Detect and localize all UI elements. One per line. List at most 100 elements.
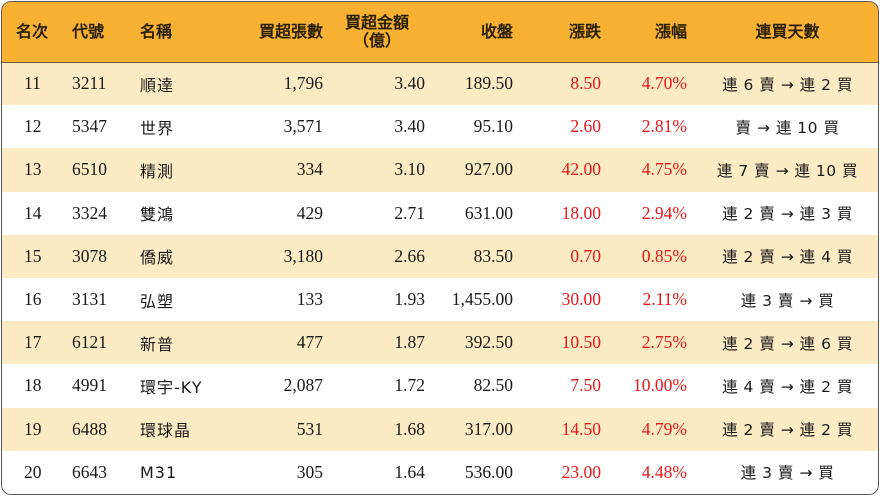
cell-change: 2.60 — [570, 116, 601, 137]
cell-streak: 連 7 賣 → 連 10 買 — [716, 161, 859, 180]
cell-rank: 19 — [24, 418, 42, 439]
table-row: 19 6488 環球晶 531 1.68 317.00 14.50 4.79% 連 2 賣 → … — [2, 407, 878, 451]
table-row: 13 6510 精測 334 3.10 927.00 42.00 4.75% 連 7 賣 → 連… — [2, 148, 878, 192]
cell-name: M31 — [140, 462, 178, 482]
header-name: 名稱 — [132, 2, 227, 63]
cell-change: 42.00 — [561, 159, 601, 180]
cell-pct: 4.75% — [641, 159, 687, 180]
cell-close: 189.50 — [464, 73, 513, 94]
table-row: 14 3324 雙鴻 429 2.71 631.00 18.00 2.94% 連 2 賣 → 連… — [2, 191, 878, 235]
cell-streak: 連 6 賣 → 連 2 買 — [722, 75, 853, 94]
cell-change: 30.00 — [561, 289, 601, 310]
cell-close: 392.50 — [464, 332, 513, 353]
header-shares: 買超張數 — [227, 2, 327, 63]
cell-rank: 11 — [24, 73, 41, 94]
cell-streak: 連 3 賣 → 買 — [740, 291, 835, 310]
cell-pct: 10.00% — [633, 375, 687, 396]
header-row: 名次 代號 名稱 買超張數 買超金額 （億） 收盤 漲跌 漲幅 連買天數 — [2, 2, 878, 63]
cell-change: 10.50 — [561, 332, 601, 353]
cell-pct: 2.94% — [641, 202, 687, 223]
table-body: 11 3211 順達 1,796 3.40 189.50 8.50 4.70% 連 6 賣 → … — [2, 62, 878, 494]
cell-pct: 2.75% — [641, 332, 687, 353]
cell-shares: 1,796 — [283, 73, 323, 94]
cell-streak: 賣 → 連 10 買 — [735, 118, 840, 137]
cell-amount: 3.40 — [394, 73, 425, 94]
header-amount-line1: 買超金額 — [344, 12, 409, 32]
cell-shares: 477 — [296, 332, 323, 353]
cell-amount: 1.68 — [394, 418, 425, 439]
cell-rank: 16 — [24, 289, 42, 310]
cell-code: 5347 — [72, 116, 107, 137]
cell-name: 順達 — [140, 75, 175, 95]
cell-code: 6643 — [72, 461, 107, 482]
cell-code: 6488 — [72, 418, 107, 439]
cell-shares: 133 — [296, 289, 323, 310]
cell-name: 環宇-KY — [140, 377, 203, 397]
cell-name: 弘塑 — [140, 291, 175, 311]
table-row: 11 3211 順達 1,796 3.40 189.50 8.50 4.70% 連 6 賣 → … — [2, 62, 878, 106]
cell-close: 82.50 — [473, 375, 513, 396]
cell-shares: 334 — [296, 159, 323, 180]
cell-streak: 連 3 賣 → 買 — [740, 464, 835, 483]
cell-rank: 18 — [24, 375, 42, 396]
header-streak: 連買天數 — [697, 2, 878, 63]
cell-pct: 4.79% — [641, 418, 687, 439]
cell-code: 4991 — [72, 375, 107, 396]
cell-amount: 1.87 — [394, 332, 425, 353]
cell-change: 14.50 — [561, 418, 601, 439]
cell-name: 精測 — [140, 161, 175, 181]
header-change: 漲跌 — [517, 2, 607, 63]
cell-streak: 連 2 賣 → 連 2 買 — [722, 421, 853, 440]
cell-name: 世界 — [140, 118, 175, 138]
table-row: 15 3078 僑威 3,180 2.66 83.50 0.70 0.85% 連 2 賣 → 連… — [2, 234, 878, 278]
cell-pct: 0.85% — [641, 245, 687, 266]
cell-rank: 12 — [24, 116, 42, 137]
header-code: 代號 — [62, 2, 132, 63]
cell-amount: 1.72 — [394, 375, 425, 396]
cell-amount: 1.93 — [394, 289, 425, 310]
cell-pct: 4.70% — [641, 73, 687, 94]
cell-close: 536.00 — [464, 461, 513, 482]
table-row: 18 4991 環宇-KY 2,087 1.72 82.50 7.50 10.00% 連 4 賣… — [2, 364, 878, 408]
header-rank: 名次 — [2, 2, 62, 63]
cell-streak: 連 4 賣 → 連 2 買 — [722, 377, 853, 396]
cell-amount: 1.64 — [394, 461, 425, 482]
cell-shares: 2,087 — [283, 375, 323, 396]
cell-amount: 2.71 — [394, 202, 425, 223]
cell-close: 95.10 — [473, 116, 513, 137]
table-row: 16 3131 弘塑 133 1.93 1,455.00 30.00 2.11% 連 3 賣 →… — [2, 277, 878, 322]
cell-shares: 531 — [296, 418, 323, 439]
cell-amount: 3.40 — [394, 116, 425, 137]
cell-code: 3324 — [72, 202, 107, 223]
header-pct: 漲幅 — [607, 2, 697, 63]
cell-shares: 3,180 — [283, 245, 323, 266]
cell-pct: 2.11% — [642, 289, 687, 310]
cell-amount: 3.10 — [394, 159, 425, 180]
cell-close: 631.00 — [464, 202, 513, 223]
cell-close: 927.00 — [464, 159, 513, 180]
cell-rank: 20 — [24, 461, 42, 482]
cell-code: 6510 — [72, 159, 107, 180]
cell-streak: 連 2 賣 → 連 4 買 — [722, 248, 853, 267]
cell-close: 317.00 — [464, 418, 513, 439]
cell-pct: 2.81% — [641, 116, 687, 137]
header-amount: 買超金額 （億） — [327, 2, 427, 63]
header-amount-line2: （億） — [352, 30, 401, 50]
cell-rank: 15 — [24, 245, 42, 266]
cell-name: 環球晶 — [140, 421, 192, 441]
table-row: 17 6121 新普 477 1.87 392.50 10.50 2.75% 連 2 賣 → 連… — [2, 321, 878, 365]
cell-code: 3078 — [72, 245, 107, 266]
cell-close: 83.50 — [473, 245, 513, 266]
cell-code: 3131 — [72, 289, 107, 310]
cell-shares: 429 — [296, 202, 323, 223]
cell-rank: 14 — [24, 202, 42, 223]
cell-name: 僑威 — [140, 248, 175, 268]
cell-name: 雙鴻 — [140, 205, 175, 225]
cell-rank: 13 — [24, 159, 42, 180]
cell-change: 0.70 — [570, 245, 601, 266]
cell-shares: 3,571 — [283, 116, 323, 137]
cell-shares: 305 — [296, 461, 323, 482]
cell-change: 7.50 — [570, 375, 601, 396]
